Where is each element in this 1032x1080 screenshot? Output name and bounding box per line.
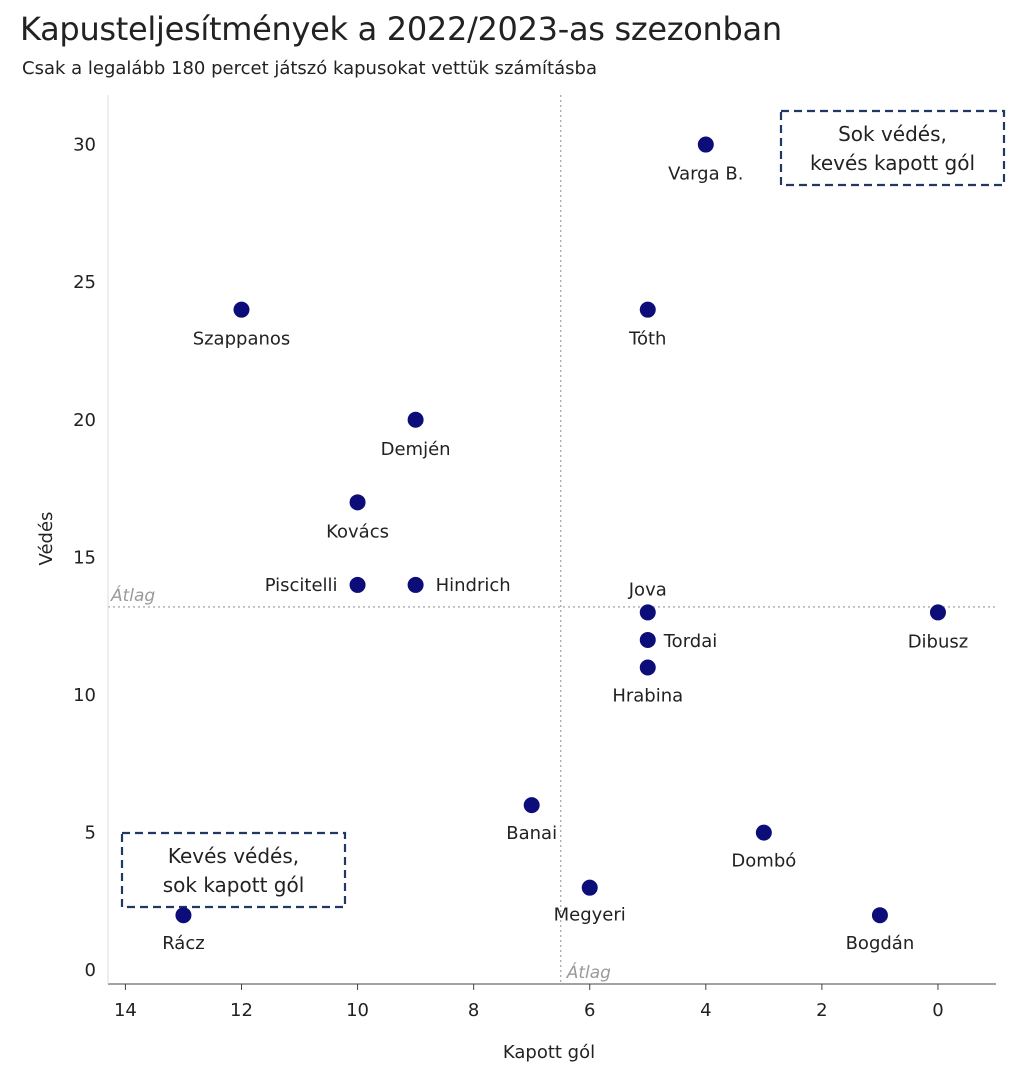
data-point — [233, 301, 250, 318]
data-point-label: Bogdán — [846, 933, 915, 954]
data-point — [639, 659, 656, 676]
data-point-label: Hindrich — [436, 575, 511, 596]
y-tick-label: 20 — [73, 410, 96, 431]
data-point — [407, 411, 424, 428]
data-point-group: Bogdán — [846, 907, 915, 954]
annotation-top-right: Sok védés, kevés kapott gól — [779, 109, 1006, 187]
data-point-label: Dombó — [731, 851, 796, 872]
data-point — [349, 494, 366, 511]
data-point-label: Hrabina — [612, 685, 683, 706]
data-point-group: Hindrich — [407, 575, 511, 596]
annotation-text-line: sok kapott gól — [163, 873, 305, 897]
data-point-label: Tordai — [663, 631, 718, 652]
annotation-box — [120, 831, 347, 909]
data-point — [639, 301, 656, 318]
data-point-label: Piscitelli — [265, 575, 338, 596]
data-point-group: Tóth — [628, 301, 666, 350]
data-point-group: Dombó — [731, 824, 796, 872]
y-tick-label: 0 — [85, 960, 96, 981]
x-tick-label: 0 — [932, 1000, 943, 1021]
data-point-label: Jova — [628, 579, 667, 600]
x-tick-label: 10 — [346, 1000, 369, 1021]
data-point-label: Rácz — [162, 933, 205, 954]
data-point-label: Banai — [506, 823, 557, 844]
x-tick-label: 6 — [584, 1000, 595, 1021]
data-point — [175, 907, 192, 924]
data-point — [929, 604, 946, 621]
data-point-label: Megyeri — [554, 905, 626, 926]
x-axis-title: Kapott gól — [503, 1042, 595, 1063]
data-point — [581, 879, 598, 896]
data-point-label: Dibusz — [908, 631, 969, 652]
data-point-group: Piscitelli — [265, 575, 366, 596]
y-tick-label: 10 — [73, 685, 96, 706]
annotation-text-line: Sok védés, — [838, 122, 947, 146]
average-label-vertical: Átlag — [566, 961, 611, 983]
data-point-group: Hrabina — [612, 659, 683, 706]
data-point-group: Tordai — [639, 631, 718, 652]
data-point-label: Demjén — [381, 439, 451, 460]
x-tick-label: 4 — [700, 1000, 711, 1021]
y-tick-label: 30 — [73, 135, 96, 156]
data-point-label: Varga B. — [668, 164, 743, 185]
y-tick-label: 25 — [73, 272, 96, 293]
x-tick-label: 8 — [468, 1000, 479, 1021]
data-point-group: Megyeri — [554, 879, 626, 926]
data-point — [639, 631, 656, 648]
y-tick-label: 5 — [85, 823, 96, 844]
average-lines: Átlag Átlag — [108, 95, 996, 984]
data-point-group: Dibusz — [908, 604, 969, 652]
annotation-text-line: kevés kapott gól — [810, 151, 975, 175]
x-tick-label: 12 — [230, 1000, 253, 1021]
data-point-group: Jova — [628, 579, 667, 621]
chart-title: Kapusteljesítmények a 2022/2023-as szezo… — [20, 10, 782, 48]
annotation-text-line: Kevés védés, — [168, 844, 299, 868]
data-point — [639, 604, 656, 621]
data-point — [523, 797, 540, 814]
data-point — [407, 576, 424, 593]
data-point-group: Demjén — [381, 411, 451, 460]
y-tick-label: 15 — [73, 547, 96, 568]
chart-subtitle: Csak a legalább 180 percet játszó kapuso… — [22, 58, 597, 79]
data-point — [871, 907, 888, 924]
data-point-group: Kovács — [326, 494, 389, 542]
annotation-box — [779, 109, 1006, 187]
annotation-bottom-left: Kevés védés, sok kapott gól — [120, 831, 347, 909]
data-point-label: Kovács — [326, 521, 389, 542]
data-point-group: Varga B. — [668, 136, 743, 185]
x-tick-label: 2 — [816, 1000, 827, 1021]
data-point-label: Tóth — [628, 329, 666, 350]
data-point-group: Banai — [506, 797, 557, 844]
data-point — [697, 136, 714, 153]
data-points: Varga B. Szappanos Tóth Demjén Kovács Piscite… — [162, 136, 969, 954]
data-point-group: Szappanos — [193, 301, 291, 350]
x-tick-label: 14 — [114, 1000, 137, 1021]
data-point — [349, 576, 366, 593]
quadrant-annotations: Sok védés, kevés kapott gól Kevés védés, so… — [120, 109, 1006, 909]
y-axis-title: Védés — [36, 512, 57, 566]
data-point-label: Szappanos — [193, 329, 291, 350]
data-point-group: Rácz — [162, 907, 205, 954]
average-label-horizontal: Átlag — [110, 584, 155, 606]
data-point — [755, 824, 772, 841]
